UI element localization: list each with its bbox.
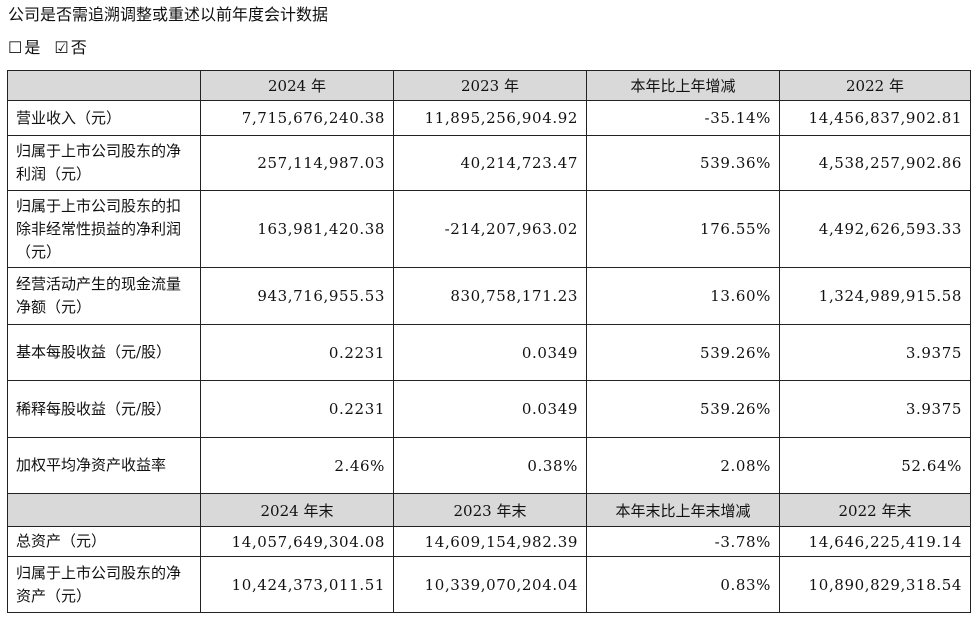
table-row: 归属于上市公司股东的净利润（元） 257,114,987.03 40,214,7… bbox=[7, 135, 971, 191]
value-cell: 0.83% bbox=[586, 556, 780, 613]
header-cell: 2023 年末 bbox=[393, 493, 587, 527]
value-cell: -3.78% bbox=[586, 526, 780, 557]
value-cell: 40,214,723.47 bbox=[393, 135, 587, 191]
row-label: 归属于上市公司股东的净利润（元） bbox=[7, 135, 201, 191]
row-label: 稀释每股收益（元/股） bbox=[7, 380, 201, 438]
value-cell: -35.14% bbox=[586, 100, 780, 136]
value-cell: 0.0349 bbox=[393, 324, 587, 381]
value-cell: 3.9375 bbox=[779, 380, 971, 438]
value-cell: 13.60% bbox=[586, 267, 780, 325]
value-cell: 2.08% bbox=[586, 437, 780, 494]
value-cell: 1,324,989,915.58 bbox=[779, 267, 971, 325]
table-row: 加权平均净资产收益率 2.46% 0.38% 2.08% 52.64% bbox=[7, 437, 971, 494]
value-cell: 14,456,837,902.81 bbox=[779, 100, 971, 136]
option-yes-label: 是 bbox=[24, 38, 41, 57]
row-label: 经营活动产生的现金流量净额（元） bbox=[7, 267, 201, 325]
header-cell: 2024 年末 bbox=[200, 493, 394, 527]
row-label: 营业收入（元） bbox=[7, 100, 201, 136]
value-cell: 257,114,987.03 bbox=[200, 135, 394, 191]
value-cell: 0.38% bbox=[393, 437, 587, 494]
row-label: 归属于上市公司股东的扣除非经常性损益的净利润（元） bbox=[7, 190, 201, 268]
header-cell: 2022 年末 bbox=[779, 493, 971, 527]
value-cell: 11,895,256,904.92 bbox=[393, 100, 587, 136]
table-header-row: 2024 年末 2023 年末 本年末比上年末增减 2022 年末 bbox=[7, 493, 971, 527]
header-cell: 2023 年 bbox=[393, 70, 587, 101]
value-cell: 943,716,955.53 bbox=[200, 267, 394, 325]
value-cell: 539.36% bbox=[586, 135, 780, 191]
value-cell: 539.26% bbox=[586, 380, 780, 438]
table-row: 总资产（元） 14,057,649,304.08 14,609,154,982.… bbox=[7, 526, 971, 557]
table-header-row: 2024 年 2023 年 本年比上年增减 2022 年 bbox=[7, 70, 971, 101]
header-cell: 2022 年 bbox=[779, 70, 971, 101]
header-cell bbox=[7, 493, 201, 527]
header-cell: 本年末比上年末增减 bbox=[586, 493, 780, 527]
unchecked-box-icon: ☐ bbox=[8, 38, 23, 57]
row-label: 基本每股收益（元/股） bbox=[7, 324, 201, 381]
table-row: 经营活动产生的现金流量净额（元） 943,716,955.53 830,758,… bbox=[7, 267, 971, 325]
value-cell: 176.55% bbox=[586, 190, 780, 268]
value-cell: 52.64% bbox=[779, 437, 971, 494]
checked-box-icon: ☑ bbox=[54, 38, 69, 57]
key-financial-data-table: 2024 年 2023 年 本年比上年增减 2022 年 营业收入（元） 7,7… bbox=[7, 70, 971, 613]
table-row: 基本每股收益（元/股） 0.2231 0.0349 539.26% 3.9375 bbox=[7, 324, 971, 381]
table-row: 稀释每股收益（元/股） 0.2231 0.0349 539.26% 3.9375 bbox=[7, 380, 971, 438]
row-label: 总资产（元） bbox=[7, 526, 201, 557]
value-cell: -214,207,963.02 bbox=[393, 190, 587, 268]
value-cell: 539.26% bbox=[586, 324, 780, 381]
value-cell: 0.2231 bbox=[200, 380, 394, 438]
section-heading: 公司是否需追溯调整或重述以前年度会计数据 bbox=[8, 5, 329, 24]
value-cell: 4,492,626,593.33 bbox=[779, 190, 971, 268]
value-cell: 14,057,649,304.08 bbox=[200, 526, 394, 557]
value-cell: 163,981,420.38 bbox=[200, 190, 394, 268]
value-cell: 14,646,225,419.14 bbox=[779, 526, 971, 557]
option-no[interactable]: ☑ 否 bbox=[54, 38, 86, 57]
value-cell: 4,538,257,902.86 bbox=[779, 135, 971, 191]
header-cell bbox=[7, 70, 201, 101]
value-cell: 3.9375 bbox=[779, 324, 971, 381]
value-cell: 10,339,070,204.04 bbox=[393, 556, 587, 613]
table-row: 归属于上市公司股东的净资产（元） 10,424,373,011.51 10,33… bbox=[7, 556, 971, 613]
header-cell: 本年比上年增减 bbox=[586, 70, 780, 101]
header-cell: 2024 年 bbox=[200, 70, 394, 101]
value-cell: 830,758,171.23 bbox=[393, 267, 587, 325]
value-cell: 0.0349 bbox=[393, 380, 587, 438]
table-row: 营业收入（元） 7,715,676,240.38 11,895,256,904.… bbox=[7, 100, 971, 136]
option-yes[interactable]: ☐ 是 bbox=[8, 38, 40, 57]
value-cell: 10,424,373,011.51 bbox=[200, 556, 394, 613]
table-row: 归属于上市公司股东的扣除非经常性损益的净利润（元） 163,981,420.38… bbox=[7, 190, 971, 268]
value-cell: 2.46% bbox=[200, 437, 394, 494]
value-cell: 0.2231 bbox=[200, 324, 394, 381]
row-label: 加权平均净资产收益率 bbox=[7, 437, 201, 494]
value-cell: 10,890,829,318.54 bbox=[779, 556, 971, 613]
row-label: 归属于上市公司股东的净资产（元） bbox=[7, 556, 201, 613]
restatement-options: ☐ 是 ☑ 否 bbox=[8, 37, 87, 59]
value-cell: 14,609,154,982.39 bbox=[393, 526, 587, 557]
value-cell: 7,715,676,240.38 bbox=[200, 100, 394, 136]
option-no-label: 否 bbox=[70, 38, 87, 57]
